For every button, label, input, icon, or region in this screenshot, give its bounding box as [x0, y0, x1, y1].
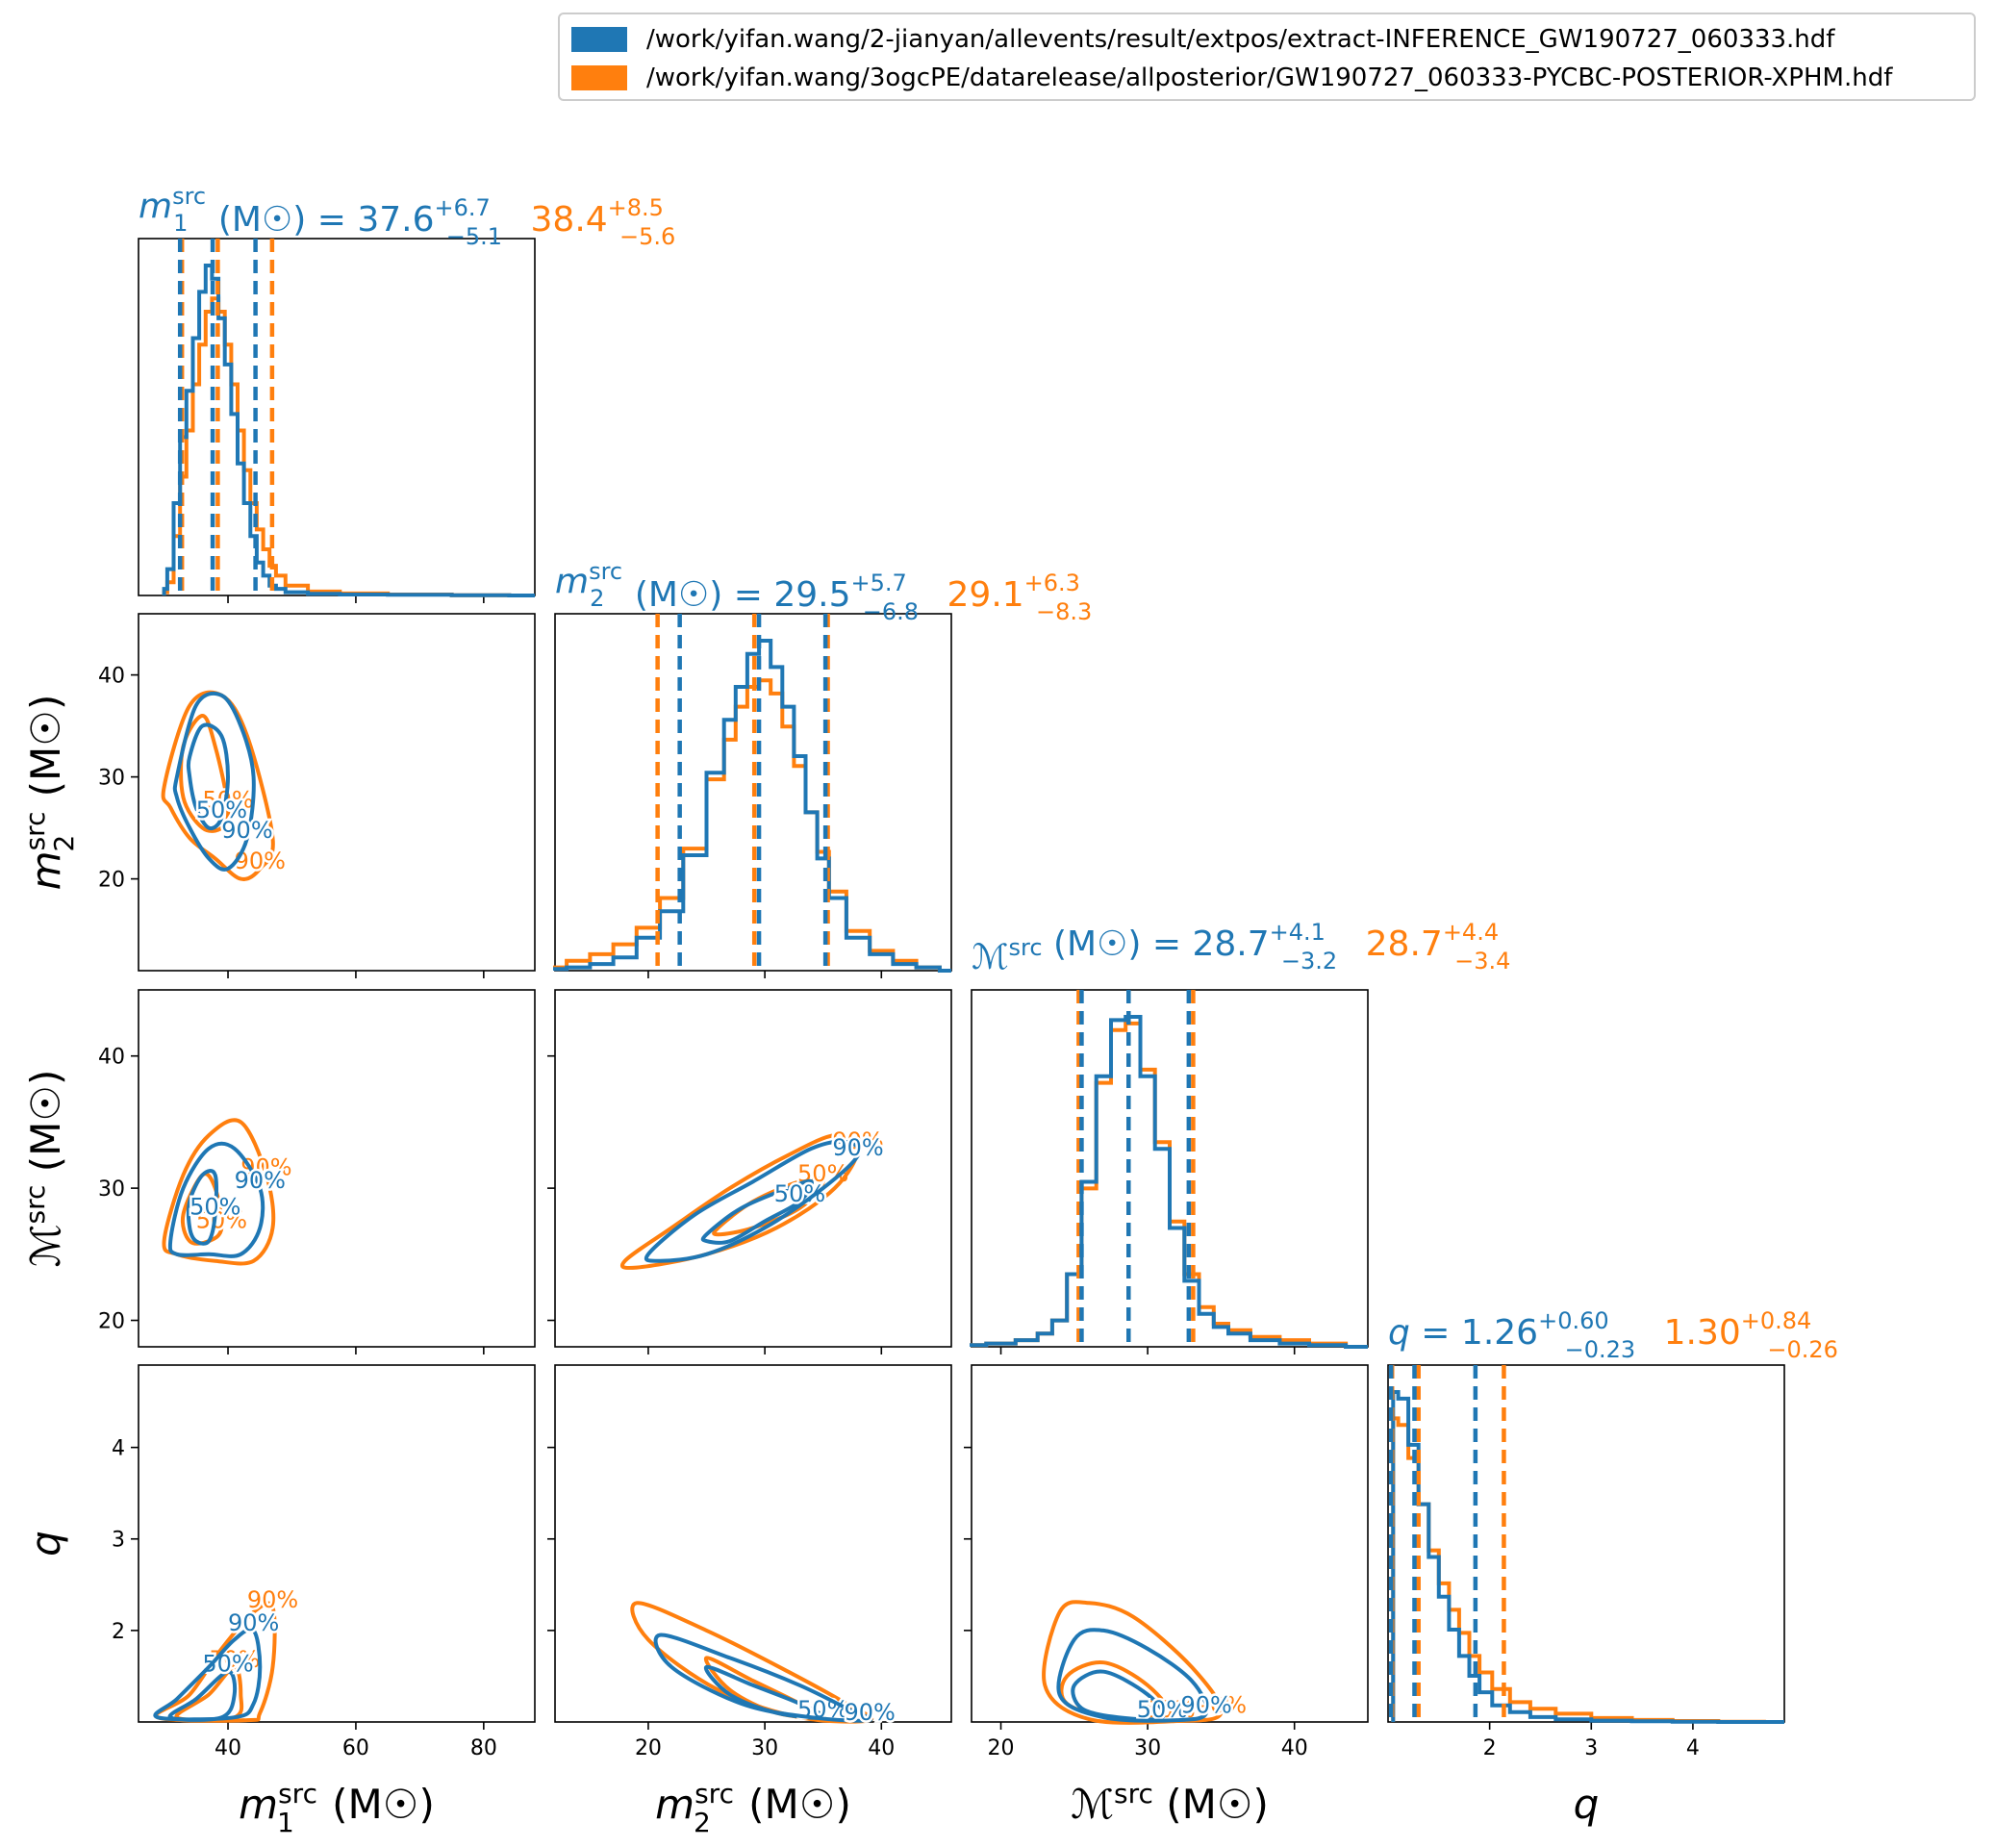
contour-label: 50%: [202, 1651, 253, 1678]
contour-label: 90%: [247, 1586, 298, 1613]
panel-frame-3-2: [971, 1364, 1369, 1723]
x-tick-label: 20: [988, 1736, 1015, 1760]
x-tick-label: 30: [1134, 1736, 1161, 1760]
legend-swatch-run2: [571, 65, 627, 90]
contour-label: 90%: [228, 1609, 279, 1636]
contour-label: 90%: [221, 817, 272, 844]
contour-run2-90pct-3-2: [1042, 1600, 1224, 1725]
panel-frame-1-0: [138, 613, 536, 972]
axis-label-text: ℳsrc (M☉): [1071, 1778, 1269, 1828]
contour-label: 90%: [1180, 1691, 1231, 1718]
axis-label-text: ℳsrc (M☉): [19, 1070, 69, 1268]
contour-run1-50pct-1-0: [186, 722, 231, 831]
contour-run1-90pct-3-0: [153, 1627, 263, 1722]
histogram-run1-Mchirp_src: [970, 1015, 1368, 1349]
x-tick-label: 4: [1686, 1736, 1700, 1760]
y-tick-label: 30: [98, 1177, 125, 1202]
x-tick-label: 20: [635, 1736, 662, 1760]
x-tick-label: 3: [1584, 1736, 1598, 1760]
panel-frame-3-0: [138, 1364, 536, 1723]
title-Mchirp_src: ℳsrc (M☉) = 28.7+4.1 −3.2 28.7+4.4 −3.4: [972, 919, 1510, 977]
panel-frame-3-3: [1387, 1364, 1785, 1723]
y-tick-label: 2: [112, 1620, 125, 1644]
panel-frame-2-2: [971, 989, 1369, 1348]
y-tick-label: 20: [98, 869, 125, 893]
axis-label-text: msrc2 (M☉): [19, 695, 80, 891]
y-tick-label: 20: [98, 1310, 125, 1334]
axis-label-x-m2_src: msrc 2 (M☉): [655, 1778, 851, 1838]
title-q: q = 1.26+0.60 −0.23 1.30+0.84 −0.26: [1388, 1307, 1838, 1363]
legend-label-run2: /work/yifan.wang/3ogcPE/datarelease/allp…: [646, 63, 1893, 92]
contour-run1-90pct-1-0: [172, 691, 256, 872]
panel-frame-2-0: [138, 989, 536, 1348]
title-m2_src: msrc 2 (M☉) = 29.5+5.7 −6.8 29.1+6.3 −8.3: [555, 558, 1092, 625]
axis-label-x-q: q: [1574, 1781, 1600, 1828]
panel-frame-2-1: [554, 989, 952, 1348]
contour-run1-90pct-3-1: [653, 1633, 873, 1723]
contour-label: 90%: [832, 1127, 883, 1154]
histogram-run1-q: [1391, 1390, 1784, 1724]
axis-label-text: q: [1574, 1781, 1600, 1828]
panel-frame-3-1: [554, 1364, 952, 1723]
contour-label: 50%: [202, 786, 253, 813]
x-tick-label: 40: [215, 1736, 241, 1760]
contour-run1-50pct-2-0: [186, 1169, 219, 1246]
contour-run1-50pct-3-2: [1071, 1669, 1166, 1722]
contour-label: 90%: [235, 1167, 286, 1194]
axis-label-y-m2_src: msrc2 (M☉): [19, 695, 80, 891]
contour-label: 50%: [196, 797, 247, 823]
contour-run1-90pct-3-2: [1056, 1628, 1209, 1723]
y-tick-label: 40: [98, 1046, 125, 1070]
contour-run2-50pct-1-0: [179, 713, 231, 833]
contour-label: 90%: [832, 1134, 883, 1161]
contour-label: 50%: [209, 1646, 260, 1673]
axis-label-y-Mchirp_src: ℳsrc (M☉): [19, 1070, 69, 1268]
x-tick-label: 60: [342, 1736, 369, 1760]
axis-label-y-q: q: [22, 1531, 69, 1557]
histogram-run2-q: [1391, 1416, 1784, 1724]
legend-swatch-run1: [571, 27, 627, 52]
contour-run1-90pct-2-1: [644, 1139, 862, 1263]
y-tick-label: 3: [112, 1529, 125, 1553]
contour-label: 90%: [845, 1699, 896, 1726]
x-tick-label: 2: [1483, 1736, 1497, 1760]
legend-item-run1: /work/yifan.wang/2-jianyan/allevents/res…: [571, 22, 1834, 57]
contour-run1-50pct-2-1: [700, 1178, 814, 1245]
contour-label: 50%: [189, 1194, 240, 1221]
axis-label-x-m1_src: msrc 1 (M☉): [239, 1778, 435, 1838]
axis-label-x-Mchirp_src: ℳsrc (M☉): [1071, 1778, 1269, 1828]
y-tick-label: 4: [112, 1437, 125, 1461]
contour-run2-90pct-3-0: [154, 1601, 277, 1723]
legend-item-run2: /work/yifan.wang/3ogcPE/datarelease/allp…: [571, 61, 1892, 95]
x-tick-label: 80: [470, 1736, 497, 1760]
histogram-run2-m1_src: [162, 296, 535, 597]
title-m1_src: msrc 1 (M☉) = 37.6+6.7 −5.1 38.4+8.5 −5.6: [139, 183, 675, 250]
x-tick-label: 30: [751, 1736, 778, 1760]
contour-run2-90pct-2-0: [162, 1118, 276, 1266]
x-tick-label: 40: [868, 1736, 895, 1760]
y-tick-label: 30: [98, 767, 125, 791]
axis-label-text: q: [22, 1531, 69, 1557]
legend: /work/yifan.wang/2-jianyan/allevents/res…: [558, 13, 1976, 101]
contour-label: 50%: [196, 1206, 247, 1233]
histogram-run1-m1_src: [162, 264, 535, 597]
legend-label-run1: /work/yifan.wang/2-jianyan/allevents/res…: [646, 25, 1835, 54]
x-tick-label: 40: [1281, 1736, 1308, 1760]
y-tick-label: 40: [98, 665, 125, 689]
axis-label-text: msrc 1 (M☉): [239, 1778, 435, 1838]
contour-run1-90pct-2-0: [167, 1141, 265, 1258]
